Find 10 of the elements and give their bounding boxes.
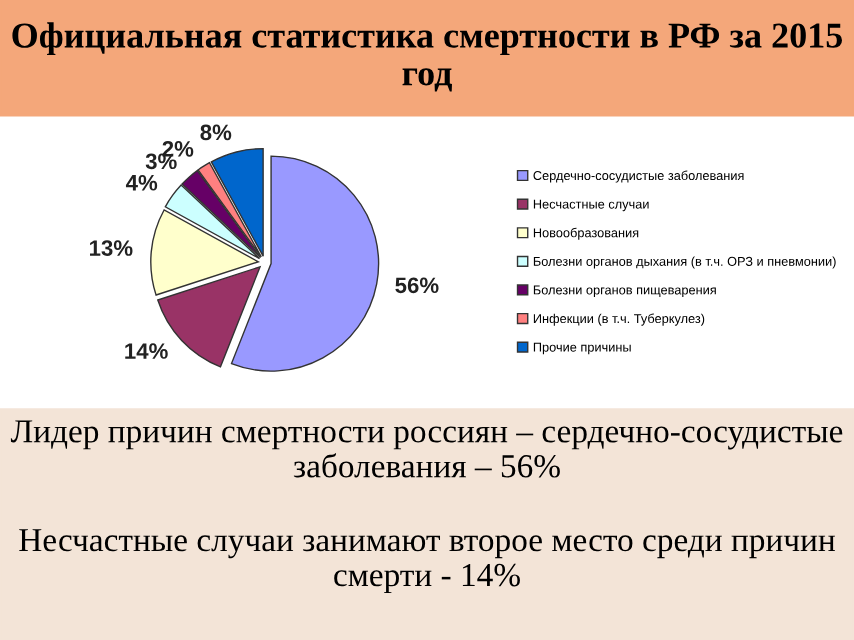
text: Несчастные случаи занимают второе место среди причин смерти - 14% (19, 529, 835, 594)
data-label: 13% (90, 240, 133, 256)
data-label: 14% (125, 343, 168, 359)
data-label: 3% (145, 153, 177, 170)
data-label: 4% (125, 174, 158, 191)
text: Лидер причин смертности россиян – сердечно-сосудистые заболевания – 56% (10, 420, 843, 478)
data-label: 8% (200, 124, 232, 141)
data-label: 2% (162, 140, 194, 157)
data-label: 56% (395, 277, 439, 294)
chart-title: Официальная статистика смертности в РФ за 2015 год (12, 22, 843, 92)
